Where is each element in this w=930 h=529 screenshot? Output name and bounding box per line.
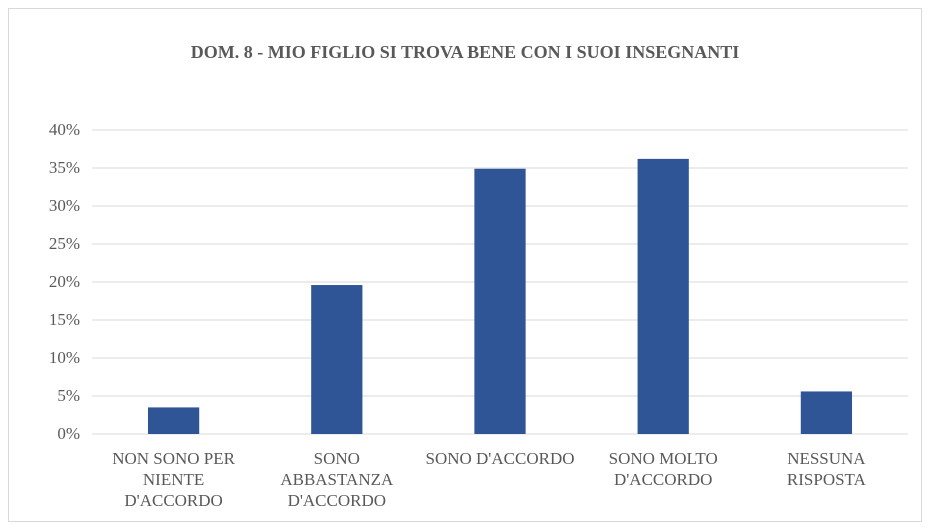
- y-tick-label: 0%: [57, 424, 80, 443]
- x-tick-label: SONO D'ACCORDO: [425, 449, 575, 468]
- x-tick-label: SONO MOLTO D'ACCORDO: [608, 449, 718, 489]
- y-tick-label: 20%: [48, 272, 80, 291]
- chart-border: [8, 8, 922, 522]
- y-tick-label: 15%: [48, 310, 80, 329]
- y-tick-label: 25%: [48, 234, 80, 253]
- chart-title: DOM. 8 - MIO FIGLIO SI TROVA BENE CON I …: [190, 42, 740, 62]
- y-tick-label: 10%: [48, 348, 80, 367]
- y-tick-label: 30%: [48, 196, 80, 215]
- bar: [147, 407, 200, 434]
- bar: [637, 158, 689, 434]
- bar: [311, 285, 363, 434]
- bar: [800, 391, 853, 434]
- y-tick-label: 5%: [57, 386, 80, 405]
- x-tick-label: NON SONO PER NIENTE D'ACCORDO: [112, 449, 235, 510]
- x-tick-label: NESSUNA RISPOSTA: [786, 449, 866, 489]
- bar: [474, 168, 526, 434]
- x-tick-label: SONO ABBASTANZA D'ACCORDO: [280, 449, 394, 510]
- y-tick-label: 35%: [48, 158, 80, 177]
- y-tick-label: 40%: [48, 120, 80, 139]
